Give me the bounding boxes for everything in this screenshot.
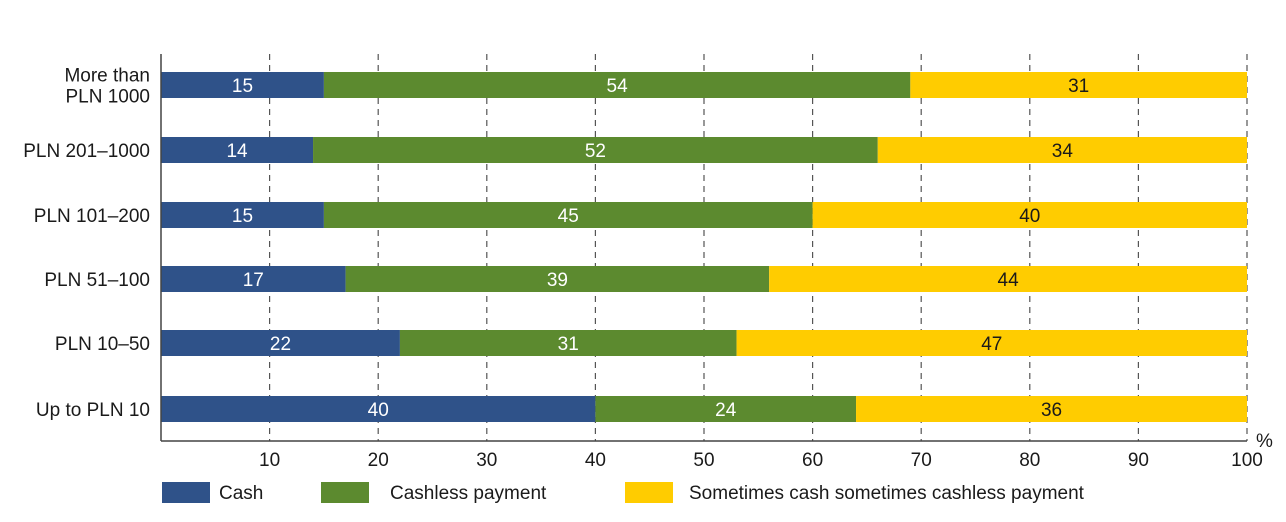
x-tick-label: 70	[911, 450, 932, 471]
bar-segment	[910, 72, 1247, 98]
bar-segment	[812, 202, 1247, 228]
data-label: 22	[270, 334, 291, 355]
bars	[161, 72, 1247, 422]
data-label: 15	[232, 206, 253, 227]
bar-segment	[323, 72, 911, 98]
bar-segment	[161, 266, 346, 292]
bar-segment	[323, 202, 813, 228]
bar-segment	[313, 137, 878, 163]
data-label: 15	[232, 76, 253, 97]
legend-swatch	[321, 482, 369, 503]
legend-label: Sometimes cash sometimes cashless paymen…	[689, 483, 1085, 504]
x-tick-label: 10	[259, 450, 280, 471]
x-tick-label: 60	[802, 450, 823, 471]
legend-label: Cash	[219, 483, 263, 504]
category-label: More than	[64, 66, 150, 87]
category-label: PLN 201–1000	[23, 141, 150, 162]
legend: Cash Cashless payment Sometimes cash somet…	[162, 482, 1085, 504]
bar-segment	[161, 330, 400, 356]
data-label: 54	[607, 76, 629, 97]
data-label: 14	[226, 141, 248, 162]
legend-swatch	[162, 482, 210, 503]
x-tick-label: 50	[693, 450, 714, 471]
bar-segment	[856, 396, 1247, 422]
legend-label: Cashless payment	[390, 483, 547, 504]
x-tick-label: 30	[476, 450, 497, 471]
bar-segment	[161, 202, 324, 228]
bar-segment	[161, 72, 324, 98]
x-tick-label: 80	[1019, 450, 1040, 471]
data-label: 52	[585, 141, 606, 162]
data-label: 31	[558, 334, 579, 355]
axes	[160, 54, 1247, 442]
category-label: PLN 1000	[65, 87, 150, 108]
data-label: 44	[998, 270, 1020, 291]
x-tick-label: 90	[1128, 450, 1149, 471]
bar-segment	[399, 330, 737, 356]
data-label: 24	[715, 400, 737, 421]
legend-swatch	[625, 482, 673, 503]
bar-segment	[877, 137, 1247, 163]
x-unit-label: %	[1256, 431, 1273, 452]
gridlines	[269, 54, 1248, 441]
data-label: 45	[558, 206, 579, 227]
bar-segment	[736, 330, 1247, 356]
x-tick-label: 100	[1231, 450, 1263, 471]
data-label: 39	[547, 270, 568, 291]
category-label: PLN 51–100	[44, 270, 150, 291]
bar-segment	[161, 396, 596, 422]
category-label: Up to PLN 10	[36, 400, 150, 421]
bar-segment	[345, 266, 770, 292]
bar-segment	[161, 137, 314, 163]
data-label: 47	[981, 334, 1002, 355]
bar-segment	[769, 266, 1247, 292]
data-label: 17	[243, 270, 264, 291]
data-label: 31	[1068, 76, 1089, 97]
data-label: 40	[1019, 206, 1040, 227]
data-label: 34	[1052, 141, 1074, 162]
data-label: 36	[1041, 400, 1062, 421]
x-tick-label: 40	[585, 450, 606, 471]
x-tick-label: 20	[368, 450, 389, 471]
bar-segment	[595, 396, 857, 422]
category-label: PLN 10–50	[55, 334, 150, 355]
category-label: PLN 101–200	[34, 206, 150, 227]
data-label: 40	[368, 400, 389, 421]
